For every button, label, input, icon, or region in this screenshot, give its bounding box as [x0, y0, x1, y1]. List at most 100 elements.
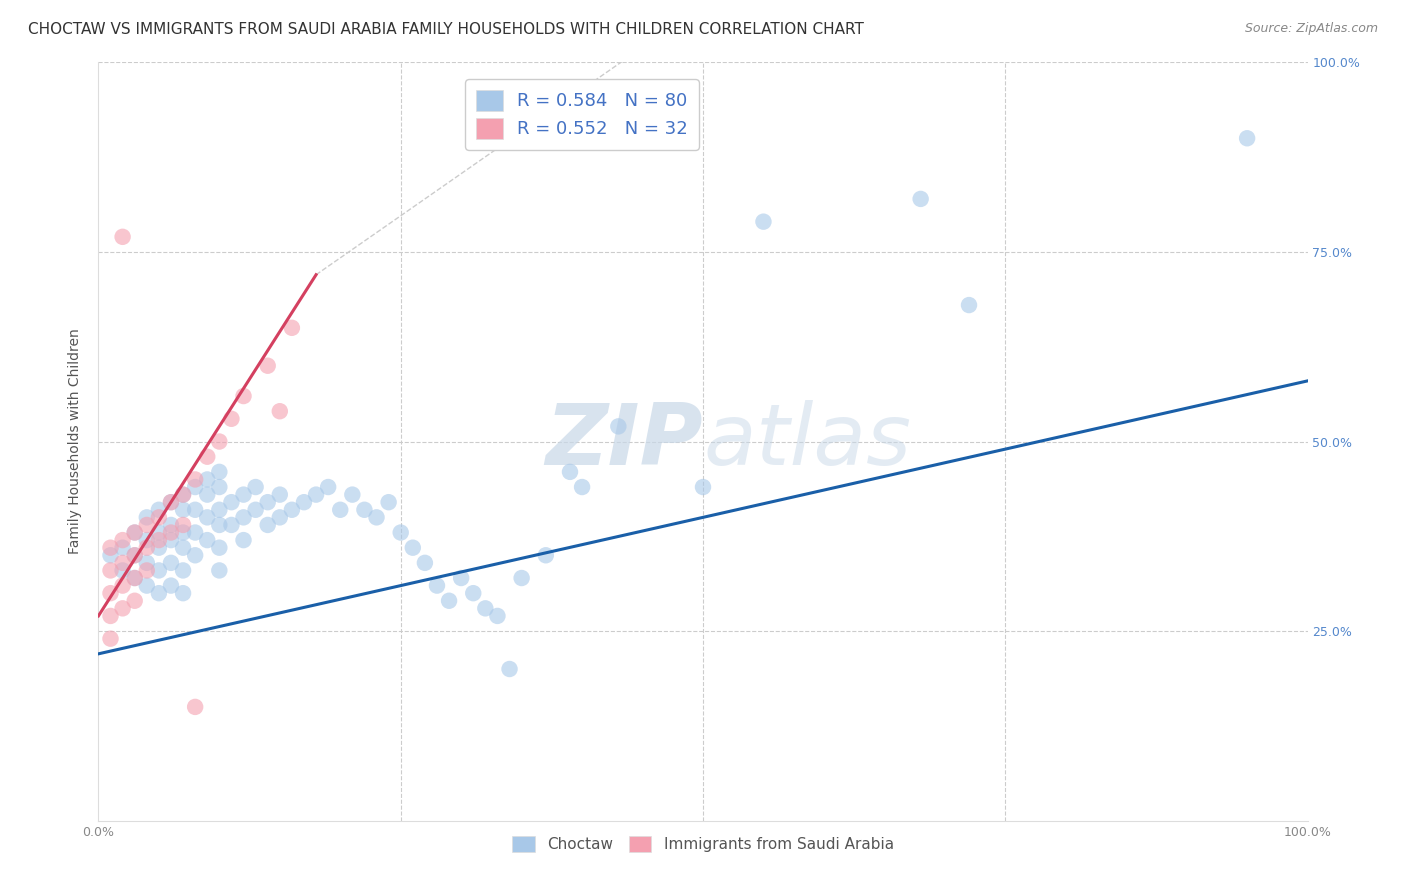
Point [135, 510, 157, 524]
Point [100, 608, 122, 623]
Point [534, 548, 557, 563]
Point [135, 533, 157, 548]
Point [692, 480, 714, 494]
Point [305, 487, 328, 501]
Point [607, 419, 630, 434]
Point [124, 594, 146, 608]
Point [135, 517, 157, 532]
Point [148, 564, 170, 578]
Point [124, 548, 146, 563]
Point [558, 465, 581, 479]
Point [402, 541, 425, 555]
Point [100, 586, 122, 600]
Point [269, 510, 291, 524]
Point [124, 571, 146, 585]
Point [366, 510, 388, 524]
Point [172, 586, 194, 600]
Point [910, 192, 932, 206]
Point [281, 503, 304, 517]
Point [111, 229, 134, 244]
Legend: Choctaw, Immigrants from Saudi Arabia: Choctaw, Immigrants from Saudi Arabia [506, 830, 900, 858]
Point [148, 510, 170, 524]
Point [184, 473, 207, 487]
Point [148, 503, 170, 517]
Point [160, 579, 183, 593]
Point [195, 450, 218, 464]
Point [426, 579, 449, 593]
Point [498, 662, 520, 676]
Point [208, 465, 231, 479]
Point [135, 541, 157, 555]
Point [100, 541, 122, 555]
Point [160, 517, 183, 532]
Point [184, 525, 207, 540]
Point [172, 503, 194, 517]
Point [377, 495, 399, 509]
Point [316, 480, 339, 494]
Point [160, 556, 183, 570]
Point [232, 510, 254, 524]
Point [160, 525, 183, 540]
Point [111, 541, 134, 555]
Point [269, 404, 291, 418]
Point [160, 533, 183, 548]
Point [195, 487, 218, 501]
Point [172, 487, 194, 501]
Point [124, 525, 146, 540]
Point [148, 525, 170, 540]
Point [463, 586, 485, 600]
Point [342, 487, 364, 501]
Point [450, 571, 472, 585]
Point [245, 503, 267, 517]
Point [752, 214, 775, 228]
Point [221, 412, 243, 426]
Point [256, 359, 278, 373]
Point [111, 564, 134, 578]
Point [292, 495, 315, 509]
Point [474, 601, 496, 615]
Y-axis label: Family Households with Children: Family Households with Children [69, 328, 83, 555]
Point [413, 556, 436, 570]
Point [269, 487, 291, 501]
Point [232, 389, 254, 403]
Point [486, 608, 509, 623]
Point [148, 541, 170, 555]
Point [135, 564, 157, 578]
Text: CHOCTAW VS IMMIGRANTS FROM SAUDI ARABIA FAMILY HOUSEHOLDS WITH CHILDREN CORRELAT: CHOCTAW VS IMMIGRANTS FROM SAUDI ARABIA … [28, 22, 865, 37]
Point [148, 586, 170, 600]
Point [232, 533, 254, 548]
Point [353, 503, 375, 517]
Point [329, 503, 352, 517]
Point [135, 579, 157, 593]
Point [957, 298, 980, 312]
Point [221, 495, 243, 509]
Point [111, 601, 134, 615]
Point [195, 473, 218, 487]
Point [111, 533, 134, 548]
Point [100, 548, 122, 563]
Point [389, 525, 412, 540]
Point [245, 480, 267, 494]
Point [172, 541, 194, 555]
Point [208, 503, 231, 517]
Point [124, 525, 146, 540]
Point [172, 517, 194, 532]
Point [184, 699, 207, 714]
Point [172, 525, 194, 540]
Point [148, 533, 170, 548]
Text: Source: ZipAtlas.com: Source: ZipAtlas.com [1244, 22, 1378, 36]
Point [172, 564, 194, 578]
Point [172, 487, 194, 501]
Point [195, 510, 218, 524]
Point [256, 517, 278, 532]
Point [160, 495, 183, 509]
Point [124, 548, 146, 563]
Point [437, 594, 460, 608]
Text: ZIP: ZIP [546, 400, 703, 483]
Point [208, 541, 231, 555]
Point [208, 434, 231, 449]
Point [208, 564, 231, 578]
Point [510, 571, 533, 585]
Point [184, 503, 207, 517]
Point [232, 487, 254, 501]
